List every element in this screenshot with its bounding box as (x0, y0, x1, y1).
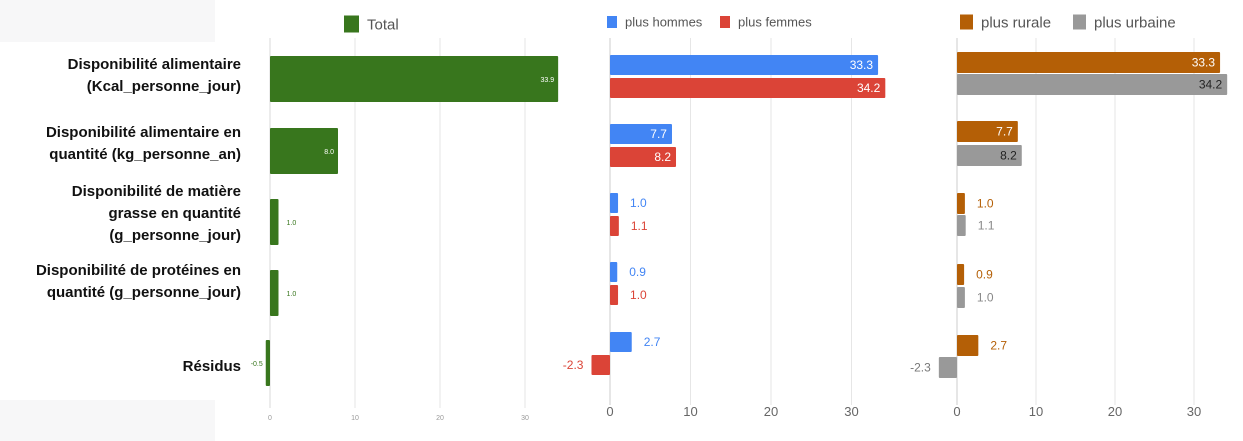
bar-value-label: 33.9 (541, 77, 555, 84)
bar-value-label: 1.0 (630, 288, 647, 302)
bar-value-label: 1.1 (978, 219, 995, 233)
bar (957, 335, 979, 356)
legend-label: Total (367, 16, 399, 33)
axis-tick-label: 0 (606, 404, 613, 419)
bar-value-label: 1.0 (287, 220, 297, 227)
category-label: Disponibilité de matière grasse en quanti… (72, 181, 241, 247)
legend-swatch (344, 15, 359, 33)
axis-tick-label: 20 (764, 404, 778, 419)
axis-tick-label: 0 (953, 404, 960, 419)
axis-tick-label: 0 (268, 415, 272, 422)
axis-tick-label: 20 (1108, 404, 1122, 419)
bar (938, 357, 957, 378)
category-labels-panel: Disponibilité alimentaire (Kcal_personne_… (0, 42, 245, 400)
bar-value-label: 34.2 (857, 81, 881, 95)
axis-tick-label: 10 (351, 415, 359, 422)
bar (270, 128, 338, 174)
bar-value-label: 33.3 (850, 58, 874, 72)
bar (270, 56, 559, 102)
bar (957, 215, 966, 236)
bar (610, 285, 619, 305)
bar-value-label: 8.0 (324, 149, 334, 156)
category-label-line: (g_personne_jour) (109, 227, 241, 244)
bar (957, 145, 1022, 166)
legend-swatch (607, 16, 617, 28)
bar (610, 332, 632, 352)
legend-label: plus femmes (738, 15, 812, 30)
bar (957, 287, 965, 308)
bar-value-label: 0.9 (976, 268, 993, 282)
bar (610, 124, 672, 144)
bar-value-label: -2.3 (910, 361, 931, 375)
category-label-line: quantité (g_personne_jour) (46, 284, 241, 301)
axis-tick-label: 30 (844, 404, 858, 419)
bar (591, 355, 610, 375)
legend-swatch (960, 14, 973, 30)
legend-swatch (1073, 14, 1086, 30)
bar (610, 78, 886, 98)
bar (270, 199, 279, 245)
category-label-line: quantité (kg_personne_an) (49, 146, 241, 163)
bar-value-label: -0.5 (251, 361, 263, 368)
category-label: Résidus (183, 356, 241, 378)
bar-value-label: 2.7 (644, 335, 661, 349)
bar-value-label: 7.7 (996, 125, 1013, 139)
bar (610, 147, 677, 167)
category-label-line: (Kcal_personne_jour) (86, 78, 241, 95)
bar-value-label: 1.0 (630, 196, 647, 210)
category-label-line: Disponibilité de protéines en (35, 262, 241, 279)
legend-label: plus rurale (981, 14, 1051, 31)
axis-tick-label: 20 (436, 415, 444, 422)
bar (610, 262, 618, 282)
axis-tick-label: 10 (683, 404, 697, 419)
axis-tick-label: 10 (1029, 404, 1043, 419)
bar-value-label: 1.0 (977, 197, 994, 211)
category-label: Disponibilité de protéines en quantité (g… (36, 260, 241, 304)
bar-value-label: 0.9 (629, 265, 646, 279)
bar-value-label: 1.0 (287, 291, 297, 298)
bar-value-label: 8.2 (1000, 149, 1017, 163)
bar-value-label: 1.0 (977, 291, 994, 305)
bar-value-label: -2.3 (563, 358, 584, 372)
bar-value-label: 2.7 (990, 339, 1007, 353)
bar (957, 121, 1018, 142)
bar (957, 52, 1221, 73)
bar (610, 216, 619, 236)
bar-value-label: 7.7 (650, 127, 667, 141)
category-label-line: Disponibilité alimentaire (67, 56, 241, 73)
bar (270, 270, 279, 316)
axis-tick-label: 30 (521, 415, 529, 422)
legend-label: plus hommes (625, 15, 703, 30)
category-label: Disponibilité alimentaire (Kcal_personne_… (68, 54, 241, 98)
legend-label: plus urbaine (1094, 14, 1176, 31)
bar (610, 55, 879, 75)
category-label: Disponibilité alimentaire en quantité (kg… (46, 122, 241, 166)
category-label-line: Disponibilité de matière (71, 183, 241, 200)
bar-value-label: 1.1 (631, 219, 648, 233)
bar-value-label: 8.2 (654, 150, 671, 164)
bar (265, 340, 270, 386)
category-label-line: Résidus (182, 358, 241, 375)
category-label-line: Disponibilité alimentaire en (45, 124, 241, 141)
axis-tick-label: 30 (1187, 404, 1201, 419)
bar-value-label: 33.3 (1192, 56, 1216, 70)
bar (957, 264, 965, 285)
bar (957, 74, 1228, 95)
bar-value-label: 34.2 (1199, 78, 1223, 92)
bar (957, 193, 965, 214)
category-label-line: grasse en quantité (108, 205, 241, 222)
legend-swatch (720, 16, 730, 28)
bar (610, 193, 619, 213)
